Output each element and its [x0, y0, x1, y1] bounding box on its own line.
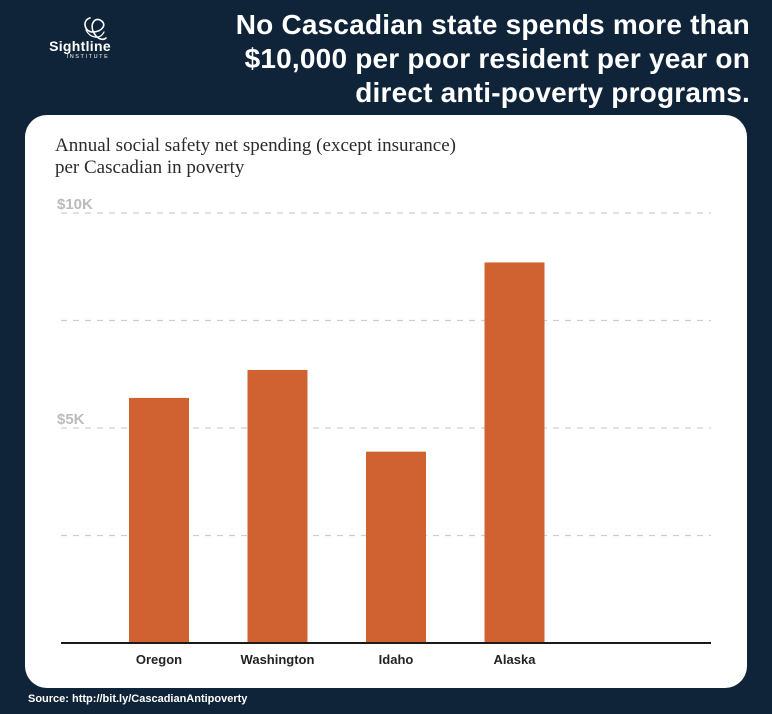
source-note: Source: http://bit.ly/CascadianAntipover…: [28, 693, 248, 705]
headline-line-1: No Cascadian state spends more than: [235, 9, 750, 40]
chart-title-line-2: per Cascadian in poverty: [55, 157, 245, 178]
brand-name: Sightline: [49, 38, 111, 54]
chart-card: Annual social safety net spending (excep…: [25, 115, 747, 688]
bar-washington: [247, 369, 308, 643]
chart-title: Annual social safety net spending (excep…: [55, 135, 655, 179]
headline-line-2: $10,000 per poor resident per year on: [244, 43, 750, 74]
chart-title-line-1: Annual social safety net spending (excep…: [55, 135, 456, 156]
bar-chart: $10K $5K Oregon Washington Idaho Alaska: [57, 196, 711, 667]
brand-subtitle: INSTITUTE: [66, 54, 110, 60]
headline-line-3: direct anti-poverty programs.: [355, 77, 750, 108]
headline: No Cascadian state spends more than $10,…: [150, 8, 750, 110]
bar-idaho: [366, 451, 426, 643]
x-tick-label-oregon: Oregon: [136, 652, 182, 667]
y-tick-label-1: $5K: [57, 411, 85, 428]
bar-alaska: [484, 262, 545, 643]
sightline-logo: Sightline INSTITUTE: [20, 14, 140, 62]
x-tick-label-idaho: Idaho: [379, 652, 414, 667]
bar-oregon: [129, 397, 189, 643]
x-tick-label-washington: Washington: [241, 652, 315, 667]
y-tick-label-0: $10K: [57, 196, 93, 213]
sightline-swirl-icon: [84, 17, 107, 41]
x-tick-label-alaska: Alaska: [494, 652, 537, 667]
